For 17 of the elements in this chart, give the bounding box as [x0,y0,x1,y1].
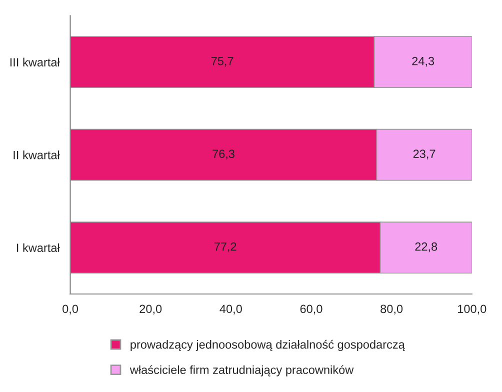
y-tick-label: III kwartał [10,58,60,66]
y-tick-label: II kwartał [14,150,60,160]
data-label: 75,7 [211,57,234,67]
x-tick-label: 0,0 [62,304,78,314]
data-label: 76,3 [212,150,234,160]
x-tick-label: 20,0 [140,304,162,314]
data-label: 24,3 [412,56,434,67]
data-label: 23,7 [413,150,436,160]
y-tick-label: I kwartał [17,243,60,252]
x-tick-label: 60,0 [300,304,322,314]
x-tick-label: 100,0 [458,304,486,314]
legend-label: prowadzący jednoosobową działalność gospodarczą [130,340,405,352]
x-tick-label: 80,0 [380,304,403,314]
legend-label: właściciele firm zatrudniający pracowników [130,365,354,376]
data-label: 22,8 [415,242,438,252]
x-tick-label: 40,0 [220,304,242,314]
data-label: 77,2 [214,242,236,252]
